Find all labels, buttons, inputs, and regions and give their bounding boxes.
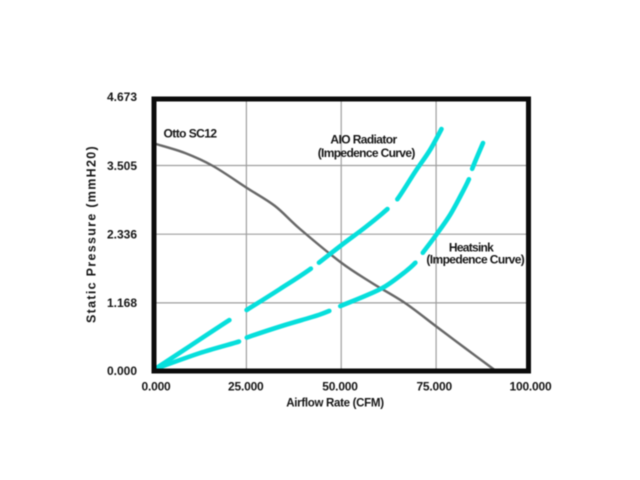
svg-text:1.168: 1.168 (107, 296, 137, 310)
svg-text:Otto SC12: Otto SC12 (163, 127, 217, 141)
svg-text:75.000: 75.000 (416, 379, 452, 393)
svg-text:Heatsink: Heatsink (449, 241, 494, 255)
svg-text:3.505: 3.505 (107, 159, 137, 173)
svg-text:Static Pressure (mmH20): Static Pressure (mmH20) (85, 145, 99, 323)
svg-text:0.000: 0.000 (141, 379, 171, 393)
svg-text:(Impedence Curve): (Impedence Curve) (318, 146, 416, 160)
svg-text:50.000: 50.000 (322, 379, 358, 393)
svg-text:2.336: 2.336 (107, 227, 137, 241)
svg-text:Airflow Rate (CFM): Airflow Rate (CFM) (286, 398, 384, 410)
svg-text:100.000: 100.000 (510, 379, 553, 393)
svg-text:4.673: 4.673 (107, 90, 137, 104)
svg-text:0.000: 0.000 (107, 364, 137, 378)
svg-text:25.000: 25.000 (228, 379, 264, 393)
svg-text:AIO Radiator: AIO Radiator (330, 133, 397, 147)
svg-text:(Impedence Curve): (Impedence Curve) (426, 253, 524, 267)
